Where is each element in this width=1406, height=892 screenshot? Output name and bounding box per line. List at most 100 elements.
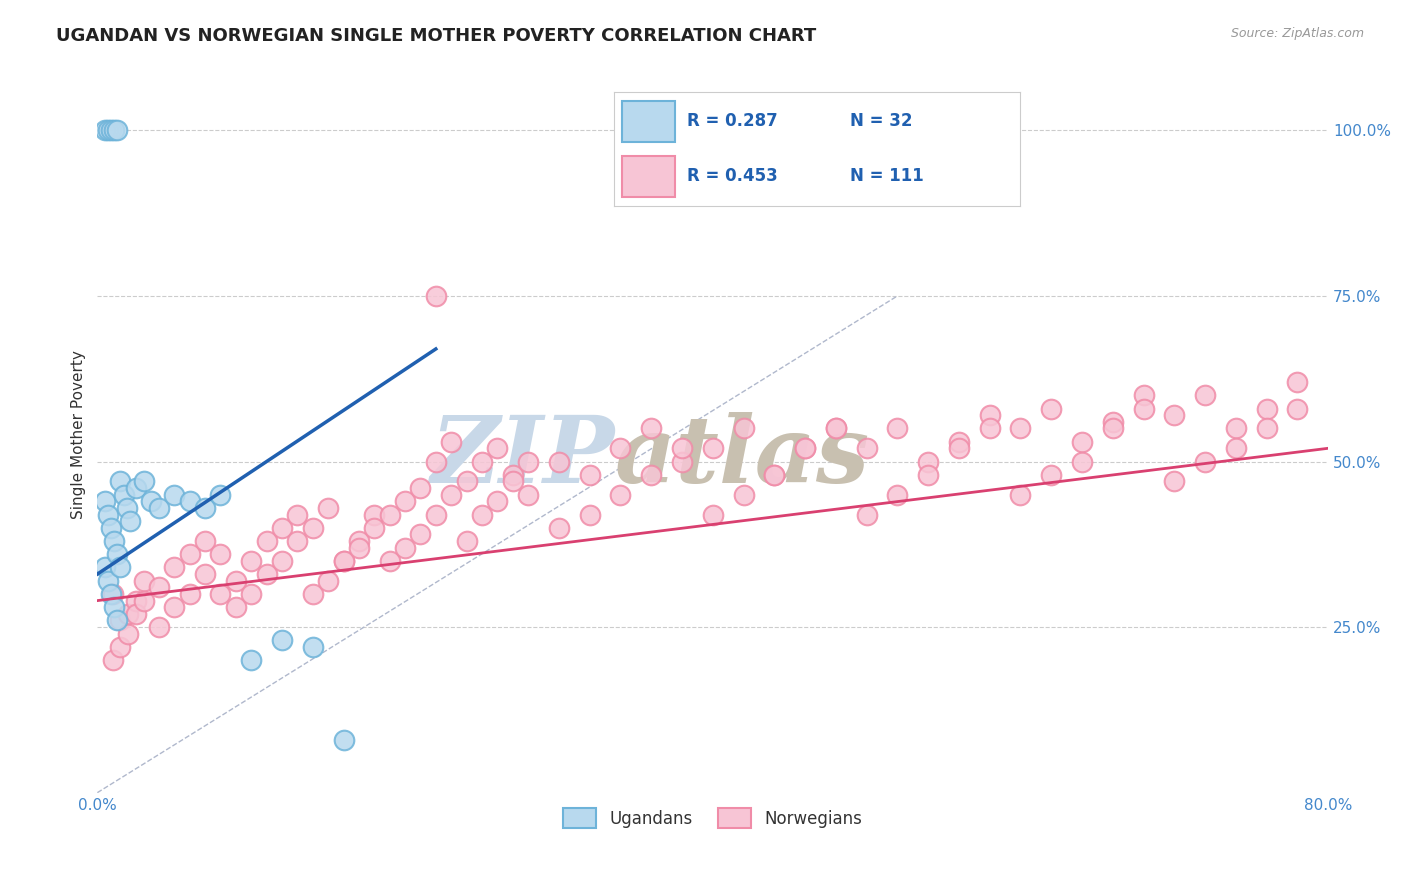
Point: [194, 567, 217, 582]
Point: [502, 475, 524, 489]
Text: atlas: atlas: [614, 411, 869, 501]
Point: [1101, 421, 1123, 435]
Point: [163, 600, 186, 615]
Point: [548, 454, 571, 468]
Point: [110, 614, 132, 628]
Point: [316, 500, 339, 515]
Point: [425, 508, 447, 522]
Point: [240, 587, 263, 601]
Point: [94, 494, 117, 508]
Point: [471, 508, 494, 522]
Point: [640, 421, 662, 435]
Point: [240, 653, 263, 667]
Point: [105, 614, 128, 628]
Text: ZIP: ZIP: [430, 411, 614, 501]
Point: [103, 600, 125, 615]
Point: [148, 580, 170, 594]
Point: [194, 500, 217, 515]
Point: [671, 454, 693, 468]
Point: [517, 488, 540, 502]
Point: [117, 607, 139, 621]
Point: [409, 527, 432, 541]
Point: [194, 534, 217, 549]
Point: [225, 574, 247, 588]
Point: [486, 494, 509, 508]
Point: [948, 434, 970, 449]
Point: [347, 534, 370, 549]
Point: [285, 508, 308, 522]
Point: [733, 421, 755, 435]
Point: [97, 123, 120, 137]
Point: [256, 534, 278, 549]
Point: [671, 442, 693, 456]
Point: [1010, 488, 1032, 502]
Point: [110, 560, 132, 574]
Point: [1256, 401, 1278, 416]
Point: [1132, 388, 1154, 402]
Point: [1010, 421, 1032, 435]
Point: [1163, 408, 1185, 422]
Point: [1194, 454, 1216, 468]
Y-axis label: Single Mother Poverty: Single Mother Poverty: [72, 351, 86, 519]
Point: [117, 626, 139, 640]
Point: [110, 640, 132, 654]
Point: [794, 442, 817, 456]
Point: [548, 521, 571, 535]
Point: [440, 488, 463, 502]
Point: [1225, 442, 1247, 456]
Point: [1071, 454, 1094, 468]
Point: [103, 123, 125, 137]
Point: [256, 567, 278, 582]
Point: [855, 508, 877, 522]
Text: Source: ZipAtlas.com: Source: ZipAtlas.com: [1230, 27, 1364, 40]
Point: [101, 587, 124, 601]
Text: UGANDAN VS NORWEGIAN SINGLE MOTHER POVERTY CORRELATION CHART: UGANDAN VS NORWEGIAN SINGLE MOTHER POVER…: [56, 27, 817, 45]
Point: [471, 454, 494, 468]
Point: [285, 534, 308, 549]
Point: [640, 467, 662, 482]
Point: [347, 541, 370, 555]
Point: [301, 521, 323, 535]
Point: [118, 514, 141, 528]
Point: [456, 475, 478, 489]
Point: [179, 494, 201, 508]
Point: [125, 593, 148, 607]
Point: [332, 554, 354, 568]
Point: [886, 421, 908, 435]
Point: [271, 633, 294, 648]
Point: [948, 442, 970, 456]
Point: [179, 587, 201, 601]
Point: [1132, 401, 1154, 416]
Point: [763, 467, 786, 482]
Point: [101, 653, 124, 667]
Point: [148, 620, 170, 634]
Point: [1040, 467, 1063, 482]
Point: [301, 587, 323, 601]
Point: [824, 421, 846, 435]
Point: [132, 475, 155, 489]
Point: [578, 467, 600, 482]
Point: [855, 442, 877, 456]
Point: [1194, 388, 1216, 402]
Point: [578, 508, 600, 522]
Point: [1163, 475, 1185, 489]
Point: [132, 574, 155, 588]
Point: [1040, 401, 1063, 416]
Point: [1071, 434, 1094, 449]
Point: [609, 488, 631, 502]
Point: [271, 554, 294, 568]
Point: [1101, 415, 1123, 429]
Point: [301, 640, 323, 654]
Point: [1286, 375, 1309, 389]
Legend: Ugandans, Norwegians: Ugandans, Norwegians: [557, 802, 869, 834]
Point: [378, 554, 401, 568]
Point: [105, 123, 128, 137]
Point: [271, 521, 294, 535]
Point: [100, 123, 122, 137]
Point: [486, 442, 509, 456]
Point: [209, 488, 232, 502]
Point: [378, 508, 401, 522]
Point: [517, 454, 540, 468]
Point: [794, 442, 817, 456]
Point: [209, 547, 232, 561]
